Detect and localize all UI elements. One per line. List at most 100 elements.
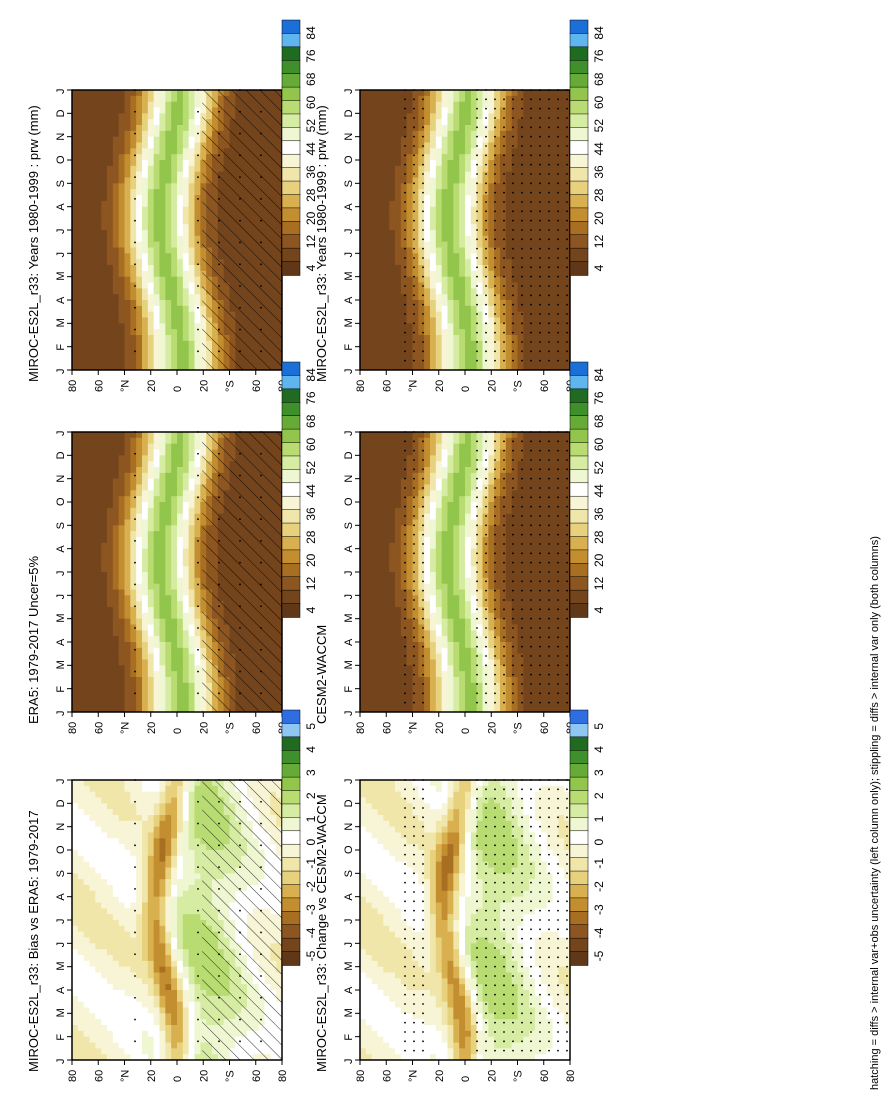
- cell: [505, 259, 513, 266]
- colorbar-swatch: [281, 60, 301, 75]
- stipple-dot: [422, 229, 424, 231]
- cell: [465, 90, 472, 97]
- stipple-dot: [494, 154, 496, 157]
- cell: [77, 206, 85, 213]
- cell: [72, 636, 79, 643]
- cell: [72, 601, 79, 608]
- cell: [72, 589, 79, 596]
- stipple-dot: [422, 238, 424, 241]
- cell: [147, 490, 155, 497]
- cell: [482, 200, 489, 208]
- cell: [171, 537, 178, 544]
- cell: [505, 235, 513, 243]
- cell: [77, 542, 85, 550]
- cell: [465, 329, 472, 336]
- cell: [459, 119, 466, 126]
- cell: [95, 171, 102, 178]
- cell: [418, 346, 425, 353]
- cell: [529, 101, 536, 108]
- stipple-dot: [539, 238, 541, 241]
- cell: [517, 364, 524, 371]
- cell: [535, 230, 542, 237]
- cell: [535, 119, 542, 126]
- cell: [95, 560, 102, 567]
- cell: [435, 183, 443, 190]
- cell: [430, 288, 437, 295]
- cell: [459, 253, 466, 260]
- stipple-dot: [512, 247, 514, 250]
- stipple-dot: [548, 294, 550, 297]
- cell: [406, 346, 413, 353]
- cell: [136, 165, 143, 173]
- cell: [130, 507, 137, 515]
- cell: [107, 189, 114, 196]
- cell: [77, 484, 85, 491]
- cell: [188, 270, 195, 278]
- cell: [159, 177, 166, 184]
- cell: [194, 101, 201, 108]
- cell: [194, 154, 201, 161]
- cell: [540, 329, 548, 336]
- cell: [552, 200, 559, 208]
- cell: [165, 270, 172, 278]
- cell: [118, 95, 125, 103]
- cell: [459, 101, 466, 108]
- cell: [136, 288, 143, 295]
- cell: [171, 136, 178, 143]
- cell: [418, 195, 425, 202]
- cell: [118, 311, 125, 318]
- cell: [112, 200, 120, 208]
- cell: [558, 265, 565, 272]
- stipple-dot: [503, 229, 505, 231]
- cell: [72, 484, 79, 491]
- cell: [412, 259, 419, 266]
- cell: [101, 358, 108, 365]
- cell: [552, 265, 559, 272]
- cell: [453, 113, 460, 120]
- cell: [523, 364, 530, 371]
- cell: [424, 171, 431, 178]
- cell: [517, 136, 524, 143]
- cell: [188, 241, 195, 248]
- cell: [171, 247, 178, 254]
- cell: [465, 364, 472, 371]
- cell: [95, 630, 102, 637]
- cell: [95, 612, 102, 620]
- cell: [564, 113, 571, 120]
- cell: [136, 589, 143, 596]
- cell: [83, 595, 90, 602]
- cell: [124, 513, 131, 520]
- cell: [535, 317, 542, 324]
- cell: [529, 148, 536, 155]
- cell: [124, 432, 131, 439]
- cell: [540, 340, 548, 348]
- cell: [453, 270, 460, 278]
- cell: [72, 165, 79, 173]
- cell: [441, 311, 448, 318]
- cell: [124, 437, 131, 445]
- cell: [89, 449, 96, 456]
- cell: [430, 160, 437, 167]
- cell: [552, 142, 559, 149]
- cell: [395, 148, 402, 155]
- stipple-dot: [485, 126, 487, 129]
- cell: [72, 288, 79, 295]
- cell: [418, 300, 425, 307]
- cell: [558, 212, 565, 219]
- cell: [147, 218, 155, 225]
- cell: [83, 171, 90, 178]
- cell: [153, 160, 160, 167]
- cell: [406, 183, 413, 190]
- cell: [171, 282, 178, 289]
- cell: [89, 235, 96, 243]
- cell: [488, 101, 495, 108]
- cell: [488, 340, 495, 348]
- cell: [77, 311, 85, 318]
- cell: [435, 189, 443, 196]
- cell: [412, 276, 419, 283]
- cell: [558, 282, 565, 289]
- cell: [77, 566, 85, 573]
- cell: [83, 195, 90, 202]
- cell: [95, 589, 102, 596]
- cell: [406, 130, 413, 138]
